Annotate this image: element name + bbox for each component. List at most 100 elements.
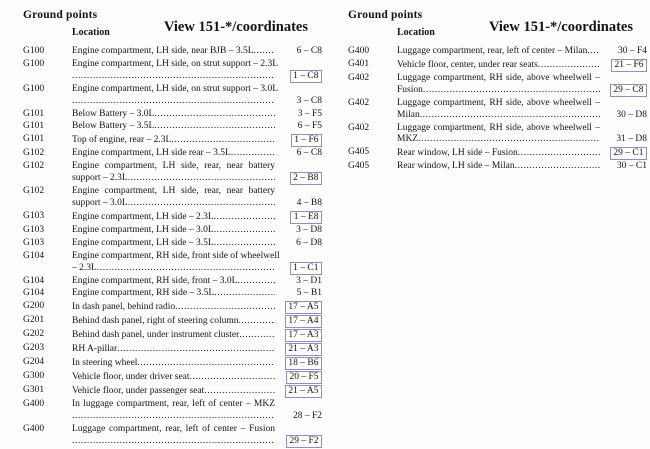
- ground-point-code: G202: [23, 329, 45, 340]
- coordinate-cell: 3 – F5: [275, 109, 322, 121]
- table-row: G103 Engine compartment, LH side – 2.3L …: [23, 210, 322, 224]
- location-text: Top of engine, rear – 2.3L: [72, 135, 172, 146]
- table-row: G300 Vehicle floor, under driver seat 20…: [23, 371, 322, 385]
- location-line-with-leader: MKZ: [397, 134, 600, 146]
- coordinate-cell: 4 – B8: [275, 198, 322, 210]
- coordinate-value: 29 – F2: [285, 434, 322, 448]
- ground-point-code: G100: [23, 58, 45, 69]
- coordinate-value: 17 – A5: [284, 301, 322, 315]
- location-line-with-leader: Behind dash panel, under instrument clus…: [72, 330, 275, 342]
- view-coordinates-title: View 151-*/coordinates: [488, 19, 633, 35]
- location-line-with-leader: [72, 71, 275, 83]
- location-column-header: Location: [72, 27, 110, 38]
- table-row: G401 Vehicle floor, center, under rear s…: [348, 58, 647, 72]
- view-coordinates-title: View 151-*/coordinates: [163, 19, 308, 35]
- coordinate-cell: 30 – F4: [600, 46, 647, 58]
- location-cell: Vehicle floor, under driver seat: [72, 372, 275, 384]
- location-cell: Engine compartment, LH side, rear, near …: [72, 186, 275, 210]
- location-text: Engine compartment, LH side, near BJB – …: [72, 46, 254, 56]
- table-row: G100 Engine compartment, LH side, on str…: [23, 59, 322, 83]
- ground-point-code: G402: [348, 97, 370, 108]
- dot-leader: [420, 110, 600, 122]
- ground-point-code: G101: [23, 108, 45, 119]
- coordinate-value: 17 – A4: [284, 315, 322, 329]
- coordinate-value: 6 – C8: [296, 148, 322, 159]
- location-line-with-leader: – 2.3L: [72, 263, 275, 275]
- location-cell: Below Battery – 3.5L: [72, 121, 275, 133]
- coordinate-cell: 3 – C8: [275, 96, 322, 108]
- coordinate-cell: 6 – F5: [275, 121, 322, 133]
- table-row: G104 Engine compartment, RH side, front …: [23, 276, 322, 288]
- location-line-with-leader: Fusion: [397, 85, 600, 97]
- table-row: G103 Engine compartment, LH side – 3.0L …: [23, 225, 322, 237]
- ground-point-code: G102: [23, 186, 45, 197]
- location-cell: Behind dash panel, under instrument clus…: [72, 330, 275, 342]
- location-cell: Engine compartment, LH side – 2.3L: [72, 212, 275, 224]
- ground-point-code: G104: [23, 250, 45, 261]
- coordinate-value: 3 – F5: [297, 108, 322, 119]
- ground-point-code: G405: [348, 161, 370, 172]
- coordinate-value: 6 – D8: [296, 237, 322, 248]
- coordinate-value: 21 – A3: [284, 343, 322, 357]
- ground-point-code: G400: [23, 424, 45, 435]
- coordinate-value: 4 – B8: [296, 197, 322, 208]
- table-row: G201 Behind dash panel, right of steerin…: [23, 315, 322, 329]
- table-row: G203 RH A-pillar 21 – A3: [23, 343, 322, 357]
- table-row: G405 Rear window, LH side – Fusion 29 – …: [348, 147, 647, 161]
- section-title: Ground points: [348, 9, 423, 21]
- coordinate-value: 3 – D1: [296, 275, 322, 286]
- location-cell: Luggage compartment, rear, left of cente…: [397, 46, 600, 58]
- coordinate-value: 30 – C1: [616, 161, 647, 172]
- ground-point-code: G103: [23, 237, 45, 248]
- ground-point-code: G203: [23, 343, 45, 354]
- column-header: Ground points View 151-*/coordinates Loc…: [23, 9, 322, 46]
- ground-point-code: G402: [348, 122, 370, 133]
- location-line-with-leader: In dash panel, behind radio: [72, 302, 275, 314]
- section-title: Ground points: [23, 9, 98, 21]
- location-text: In dash panel, behind radio: [72, 302, 176, 313]
- table-row: G301 Vehicle floor, under passenger seat…: [23, 385, 322, 399]
- location-text: Engine compartment, RH side – 3.5L: [72, 288, 215, 299]
- coordinate-value: 3 – D8: [296, 224, 322, 235]
- table-row: G102 Engine compartment, LH side rear – …: [23, 148, 322, 160]
- location-line-with-leader: Engine compartment, LH side rear – 3.5L: [72, 148, 275, 160]
- dot-leader: [214, 212, 275, 224]
- location-line: Luggage compartment, RH side, above whee…: [397, 122, 600, 133]
- coordinate-value: 6 – C8: [296, 46, 322, 56]
- location-line-with-leader: Engine compartment, RH side – 3.5L: [72, 288, 275, 300]
- coordinate-value: 5 – B1: [296, 288, 322, 299]
- location-text: MKZ: [397, 134, 419, 145]
- location-line-with-leader: Rear window, LH side – Fusion: [397, 148, 600, 160]
- location-text: Engine compartment, LH side – 3.5L: [72, 237, 214, 248]
- location-line-with-leader: support – 2.3L: [72, 173, 275, 185]
- coordinate-value: 3 – C8: [296, 95, 322, 106]
- dot-leader: [214, 238, 275, 250]
- location-text: Vehicle floor, center, under rear seats: [397, 60, 538, 70]
- dot-leader: [190, 372, 275, 384]
- ground-point-code: G104: [23, 275, 45, 286]
- coordinate-cell: 30 – D8: [600, 110, 647, 122]
- coordinate-value: 20 – F5: [285, 371, 322, 385]
- location-text: – 2.3L: [72, 262, 97, 273]
- location-line-with-leader: support – 3.0L: [72, 198, 275, 210]
- location-cell: Engine compartment, RH side, front side …: [72, 250, 280, 275]
- location-line-with-leader: Below Battery – 3.5L: [72, 121, 275, 133]
- table-row: G400 In luggage compartment, rear, left …: [23, 399, 322, 423]
- table-row: G102 Engine compartment, LH side, rear, …: [23, 186, 322, 210]
- location-line-with-leader: [72, 436, 275, 448]
- location-text: Below Battery – 3.0L: [72, 108, 155, 119]
- coordinate-value: 28 – F2: [292, 411, 322, 422]
- location-cell: Engine compartment, RH side – 3.5L: [72, 288, 275, 300]
- coordinate-value: 1 – F6: [290, 134, 322, 148]
- coordinate-cell: 17 – A3: [275, 329, 322, 343]
- location-text: Rear window, LH side – Milan: [397, 161, 515, 172]
- location-cell: In luggage compartment, rear, left of ce…: [72, 399, 275, 423]
- location-cell: Engine compartment, LH side – 3.5L: [72, 238, 275, 250]
- location-line-with-leader: Rear window, LH side – Milan: [397, 161, 600, 173]
- location-line: Engine compartment, RH side, front side …: [72, 250, 280, 261]
- table-row: G100 Engine compartment, LH side, on str…: [23, 84, 322, 108]
- coordinate-value: 6 – F5: [297, 121, 322, 132]
- location-text: Below Battery – 3.5L: [72, 121, 155, 132]
- dot-leader: [515, 161, 600, 173]
